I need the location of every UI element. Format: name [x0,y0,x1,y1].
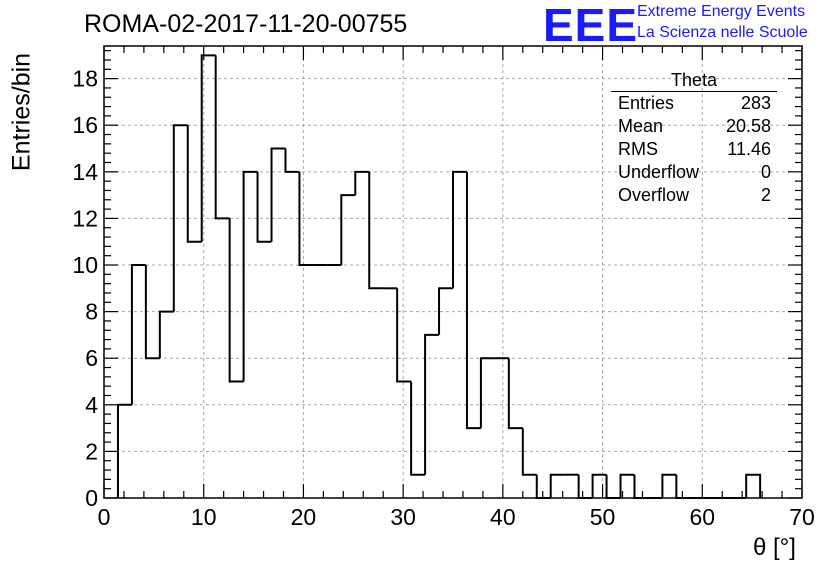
y-tick-label: 4 [85,392,98,418]
histogram-bin [242,170,258,382]
histogram-bin [521,428,537,476]
x-tick-label: 30 [390,504,416,530]
histogram-bin [619,473,635,498]
eee-logo: EEE [543,0,639,51]
histogram-bin [270,147,286,242]
histogram-bin [158,310,174,359]
stats-value: 11.46 [727,139,771,159]
stats-value: 283 [740,93,771,113]
logo-subtitle-line1: Extreme Energy Events [637,3,806,20]
stats-row-overflow: Overflow 2 [611,184,777,207]
histogram-bin [144,265,160,360]
histogram-bin [410,381,426,476]
x-tick-label: 50 [590,504,616,530]
histogram-bin [284,148,300,173]
y-tick-label: 16 [72,112,98,138]
histogram-bin [424,333,440,475]
stats-row-rms: RMS 11.46 [611,138,777,161]
histogram-bin [368,171,384,290]
stats-value: 0 [760,162,771,182]
histogram-bin [340,194,356,266]
chart-title: ROMA-02-2017-11-20-00755 [84,10,408,38]
histogram-bin [298,171,314,267]
histogram-bin [465,171,481,430]
y-tick-label: 14 [72,159,98,185]
x-tick-label: 60 [689,504,715,530]
histogram-bin [200,54,216,242]
x-axis-label: θ [°] [753,534,796,561]
x-tick-label: 10 [191,504,217,530]
histogram-bin [479,357,495,429]
histogram-bin [256,171,272,243]
y-tick-label: 2 [85,438,98,464]
y-tick-label: 0 [85,485,98,511]
y-tick-label: 10 [72,252,98,278]
stats-label: RMS [618,139,658,159]
histogram-bin [354,170,370,196]
histogram-bin [591,473,607,498]
y-tick-label: 6 [85,345,98,371]
histogram-bin [507,358,523,430]
stats-label: Overflow [618,185,690,205]
stats-value: 2 [760,185,771,205]
histogram-bin [452,170,467,289]
histogram-bin [549,473,565,498]
y-axis-label: Entries/bin [7,52,36,172]
histogram-bin [661,473,677,498]
stats-label: Entries [618,93,675,113]
histogram-bin [186,125,202,243]
histogram-bin [745,473,762,498]
x-tick-label: 20 [291,504,317,530]
histogram-bin [228,218,244,383]
histogram-bin [396,288,412,383]
stats-label: Underflow [618,162,700,182]
x-tick-label: 40 [490,504,516,530]
stats-value: 20.58 [725,116,771,136]
histogram-bin [214,55,230,220]
stats-box: Theta Entries 283 Mean 20.58 RMS 11.46 U… [611,70,777,207]
y-tick-label: 12 [72,205,98,231]
plot-frame [103,45,803,499]
logo-subtitle-line2: La Scienza nelle Scuole [637,24,808,41]
stats-title: Theta [611,70,777,92]
stats-label: Mean [618,116,664,136]
stats-row-underflow: Underflow 0 [611,161,777,184]
y-tick-label: 18 [72,66,98,92]
histogram-bin [438,287,453,335]
x-tick-label: 70 [789,504,815,530]
histogram-bin [130,264,146,405]
x-tick-label: 0 [98,504,111,530]
y-tick-label: 8 [85,299,98,325]
stats-row-mean: Mean 20.58 [611,115,777,138]
histogram-bin [172,124,188,312]
stats-row-entries: Entries 283 [611,92,777,115]
